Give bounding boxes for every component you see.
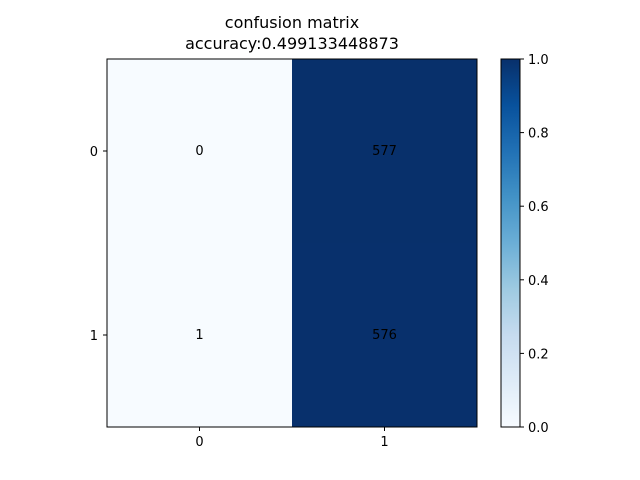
colorbar-tick-label: 0.0 [528, 421, 549, 436]
heatmap-cell [107, 59, 292, 243]
y-tick-label: 1 [90, 329, 98, 344]
y-tick-label: 0 [90, 145, 98, 160]
heatmap-cell [292, 243, 477, 427]
heatmap-cell [292, 59, 477, 243]
plot-frame [106, 58, 478, 428]
cell-value-label: 577 [372, 144, 397, 159]
heatmap-cells [107, 59, 477, 427]
chart-subtitle: accuracy:0.499133448873 [185, 34, 399, 53]
x-tick-label: 0 [195, 435, 203, 450]
cell-value-label: 0 [195, 144, 203, 159]
cell-value-labels: 0 577 1 576 [195, 144, 397, 343]
chart-title: confusion matrix [225, 13, 359, 32]
colorbar-tick-label: 0.8 [528, 127, 549, 142]
y-axis-ticks: 01 [90, 145, 107, 344]
colorbar [500, 58, 521, 428]
heatmap-cell [107, 243, 292, 427]
colorbar-ticks: 0.0 0.2 0.4 0.6 0.8 1.0 [520, 53, 549, 436]
colorbar-tick-label: 0.2 [528, 347, 549, 362]
colorbar-tick-label: 0.4 [528, 274, 549, 289]
x-tick-label: 1 [380, 435, 388, 450]
cell-value-label: 576 [372, 328, 397, 343]
colorbar-tick-label: 1.0 [528, 53, 549, 68]
colorbar-tick-label: 0.6 [528, 200, 549, 215]
cell-value-label: 1 [195, 328, 203, 343]
